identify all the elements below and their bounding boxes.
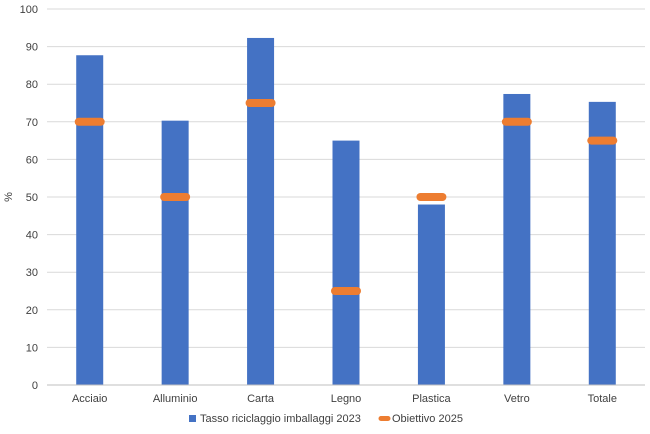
- y-axis-ticks: 0 10 20 30 40 50 60 70 80 90 100: [20, 4, 38, 392]
- legend: Tasso riciclaggio imballaggi 2023 Obiett…: [189, 413, 463, 425]
- bars: [76, 37, 616, 386]
- x-tick-label: Carta: [247, 393, 275, 405]
- y-tick-label: 0: [32, 380, 38, 392]
- legend-label-target: Obiettivo 2025: [392, 413, 463, 425]
- y-tick-label: 70: [26, 117, 38, 129]
- x-tick-label: Vetro: [504, 393, 530, 405]
- y-tick-label: 60: [26, 154, 38, 166]
- y-tick-label: 30: [26, 267, 38, 279]
- legend-label-bars: Tasso riciclaggio imballaggi 2023: [200, 413, 361, 425]
- x-tick-label: Plastica: [412, 393, 451, 405]
- y-tick-label: 20: [26, 305, 38, 317]
- y-tick-label: 90: [26, 42, 38, 54]
- y-axis-label: %: [3, 192, 15, 202]
- x-axis-ticks: Acciaio Alluminio Carta Legno Plastica Vetro T…: [72, 393, 617, 405]
- x-tick-label: Totale: [588, 393, 617, 405]
- bar: [588, 101, 616, 385]
- x-tick-label: Acciaio: [72, 393, 107, 405]
- y-tick-label: 100: [20, 4, 38, 16]
- y-tick-label: 50: [26, 192, 38, 204]
- x-tick-label: Legno: [331, 393, 362, 405]
- legend-swatch-bars: [189, 415, 196, 422]
- bar: [332, 140, 360, 385]
- x-tick-label: Alluminio: [153, 393, 198, 405]
- bar: [161, 120, 189, 385]
- bar: [417, 204, 445, 385]
- target-markers: [74, 99, 618, 295]
- bar: [503, 93, 531, 385]
- bar: [247, 37, 275, 386]
- y-tick-label: 80: [26, 79, 38, 91]
- y-tick-label: 10: [26, 342, 38, 354]
- bar: [76, 55, 104, 386]
- y-tick-label: 40: [26, 230, 38, 242]
